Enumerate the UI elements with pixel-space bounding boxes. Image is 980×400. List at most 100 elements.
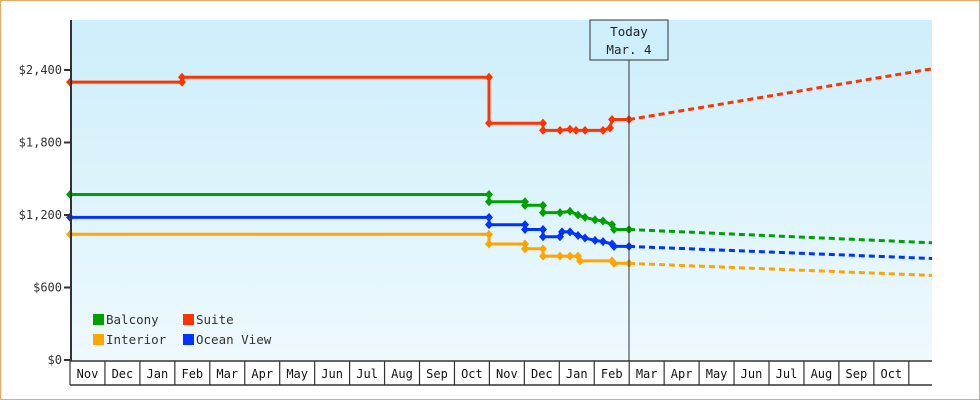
data-point[interactable] [599, 216, 607, 226]
data-point[interactable] [556, 125, 564, 135]
series-interior [66, 229, 933, 277]
series-balcony [66, 189, 933, 245]
data-point[interactable] [485, 229, 493, 239]
x-tick-label: Mar [216, 367, 238, 381]
data-point[interactable] [591, 215, 599, 225]
y-tick-label: $0 [48, 353, 62, 367]
data-point[interactable] [556, 251, 564, 261]
data-point[interactable] [572, 125, 580, 135]
x-tick-label: Feb [601, 367, 623, 381]
data-point[interactable] [539, 251, 547, 261]
data-point[interactable] [566, 206, 574, 216]
today-label: Today [610, 24, 648, 39]
x-tick-label: Jan [147, 367, 169, 381]
x-tick-label: May [706, 367, 728, 381]
data-point[interactable] [178, 77, 186, 87]
x-tick-label: May [286, 367, 308, 381]
x-tick-label: Jan [566, 367, 588, 381]
data-point[interactable] [610, 225, 618, 234]
data-point[interactable] [485, 220, 493, 230]
today-date: Mar. 4 [606, 42, 651, 57]
x-tick-label: Apr [671, 367, 693, 381]
data-point[interactable] [539, 118, 547, 128]
data-point[interactable] [558, 227, 566, 237]
today-marker: Today Mar. 4 [589, 19, 669, 361]
data-point[interactable] [566, 227, 574, 237]
data-point[interactable] [485, 239, 493, 249]
x-tick-label: Dec [112, 367, 134, 381]
data-point[interactable] [574, 210, 582, 220]
forecast-line [628, 261, 933, 277]
data-point[interactable] [566, 251, 574, 261]
data-point[interactable] [610, 241, 618, 251]
legend-swatch [93, 334, 104, 345]
data-point[interactable] [521, 200, 529, 210]
y-tick-label: $1,200 [19, 208, 62, 222]
x-tick-label: Jun [321, 367, 343, 381]
legend-label: Suite [196, 312, 234, 327]
data-point[interactable] [574, 231, 582, 241]
x-axis: Nov Dec Jan Feb Mar Apr May Jun Jul Aug Sep Oct Nov D… [69, 360, 932, 386]
data-point[interactable] [606, 123, 614, 133]
data-point[interactable] [521, 244, 529, 254]
data-point[interactable] [485, 189, 493, 199]
legend-item-suite[interactable]: Suite [183, 312, 234, 327]
data-point[interactable] [178, 72, 186, 82]
legend: Balcony Suite Interior Ocean View [93, 312, 272, 347]
data-point[interactable] [539, 208, 547, 218]
data-point[interactable] [599, 125, 607, 135]
data-point[interactable] [521, 239, 529, 249]
x-tick-label: Aug [811, 367, 833, 381]
data-point[interactable] [485, 197, 493, 207]
forecast-line [628, 228, 933, 245]
data-point[interactable] [485, 118, 493, 128]
data-point[interactable] [485, 212, 493, 222]
x-tick-label: Dec [531, 367, 553, 381]
x-tick-label: Mar [636, 367, 658, 381]
data-point[interactable] [539, 225, 547, 234]
x-tick-label: Jun [741, 367, 763, 381]
today-label-box [589, 19, 669, 61]
legend-swatch [183, 314, 194, 325]
data-point[interactable] [539, 200, 547, 210]
x-tick-label: Sep [846, 367, 868, 381]
data-point[interactable] [521, 220, 529, 230]
legend-swatch [93, 314, 104, 325]
data-point[interactable] [485, 72, 493, 82]
data-point[interactable] [581, 125, 589, 135]
legend-item-ocean-view[interactable]: Ocean View [183, 332, 272, 347]
y-tick-label: $2,400 [19, 63, 62, 77]
data-point[interactable] [591, 235, 599, 245]
data-point[interactable] [608, 115, 616, 125]
data-point[interactable] [576, 256, 584, 266]
data-point[interactable] [566, 124, 574, 134]
data-point[interactable] [539, 244, 547, 254]
x-tick-label: Aug [391, 367, 413, 381]
data-point[interactable] [556, 208, 564, 218]
data-point[interactable] [610, 258, 618, 268]
data-point[interactable] [581, 233, 589, 243]
data-point[interactable] [581, 212, 589, 222]
x-tick-label: Apr [251, 367, 273, 381]
x-tick-label: Jul [356, 367, 378, 381]
x-tick-label: Jul [776, 367, 798, 381]
legend-label: Interior [106, 332, 167, 347]
legend-swatch [183, 334, 194, 345]
legend-item-balcony[interactable]: Balcony [93, 312, 159, 327]
series-suite [66, 67, 933, 135]
data-point[interactable] [539, 125, 547, 135]
y-tick-label: $1,800 [19, 136, 62, 150]
data-point[interactable] [599, 237, 607, 247]
y-axis: $0 $600 $1,200 $1,800 $2,400 [19, 63, 71, 367]
x-tick-label: Nov [496, 367, 518, 381]
x-tick-label: Oct [461, 367, 483, 381]
series-layer [66, 67, 933, 277]
series-ocean-view [66, 212, 933, 260]
x-tick-label: Feb [181, 367, 203, 381]
legend-item-interior[interactable]: Interior [93, 332, 167, 347]
x-tick-label: Sep [426, 367, 448, 381]
data-point[interactable] [539, 232, 547, 242]
y-tick-label: $600 [33, 281, 62, 295]
data-point[interactable] [521, 225, 529, 234]
